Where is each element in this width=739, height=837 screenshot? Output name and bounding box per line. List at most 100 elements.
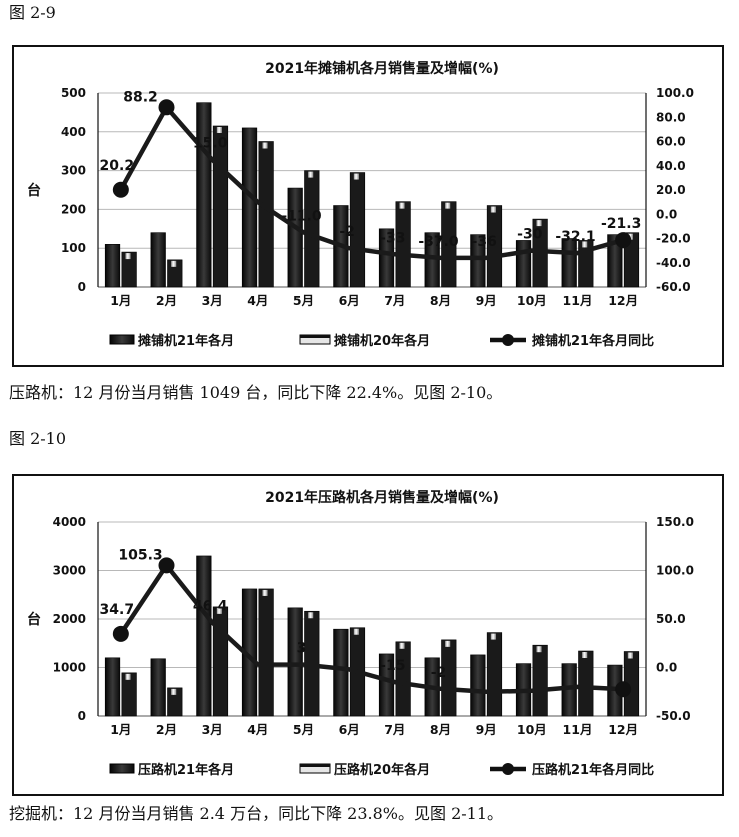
bar-2020 [532,644,548,717]
y2-tick-label: 60.0 [656,135,686,149]
bar-2021 [333,628,349,717]
bar-2020 [349,172,366,288]
y-tick-label: 500 [61,86,86,100]
bar-2021 [561,238,577,288]
legend-swatch-2021 [109,334,135,345]
bar-2020 [486,205,503,288]
figure-caption-2-9: 图 2-9 [9,3,56,22]
roller-chart-svg: 2021年压路机各月销售量及增幅(%) 0 1000 2000 3000 4000 150.… [27,489,694,778]
bar-2021 [470,654,486,717]
yoy-marker [112,181,129,198]
bar-2020 [441,639,457,717]
x-tick-label: 3月 [202,722,223,737]
bar-2020 [121,672,137,717]
legend-label-2020: 压路机20年各月 [334,762,430,778]
x-tick-label: 5月 [293,293,314,308]
x-tick-label: 7月 [384,293,405,308]
yoy-data-label: 88.2 [123,89,158,105]
y-tick-label: 1000 [53,661,86,675]
bar-2021 [104,657,121,717]
x-tick-label: 2月 [156,293,177,308]
bar-2020-highlight [536,220,542,227]
x-tick-label: 7月 [384,722,405,737]
bar-2020-highlight [353,628,359,635]
y-tick-label: 0 [78,709,86,723]
bar-2020 [258,141,274,288]
bar-2020-highlight [125,253,131,260]
x-tick-label: 2月 [156,722,177,737]
legend-line-marker [502,763,514,775]
y2-tick-label: -20.0 [656,232,691,246]
bar-2021 [196,102,212,288]
yoy-marker [158,99,175,116]
bar-2021 [607,234,623,288]
yoy-marker [158,557,175,574]
bar-2020-highlight [490,633,496,640]
x-tick-label: 8月 [430,722,451,737]
bar-2021 [150,658,166,717]
yoy-line [118,563,626,695]
y2-tick-label: 100.0 [656,86,694,100]
bar-2021 [378,228,395,288]
x-tick-label: 3月 [202,293,223,308]
bar-2021 [470,234,486,288]
x-tick-label: 4月 [247,722,268,737]
bar-2020-highlight [582,652,588,659]
bar-2020 [395,641,411,717]
x-tick-label: 1月 [110,722,131,737]
bar-2021 [150,232,166,288]
legend-label-yoy: 摊铺机21年各月同比 [532,333,654,349]
x-tick-label: 6月 [339,293,360,308]
yoy-data-label: -37.0 [418,234,459,250]
yoy-marker [615,232,632,249]
y2-tick-label: -50.0 [656,709,691,723]
yoy-marker [615,681,632,698]
yoy-data-label: 46.4 [193,598,228,614]
yoy-marker [112,625,129,642]
yoy-data-label: 20.2 [100,158,135,174]
y-tick-label: 200 [61,202,86,216]
bar-2020-highlight [627,652,633,659]
bar-2020-highlight [353,173,359,180]
legend-swatch-2020-edge [300,764,330,767]
bar-2020-highlight [308,612,314,619]
chart-title: 2021年压路机各月销售量及增幅(%) [265,489,499,506]
legend-swatch-2021 [109,763,135,774]
figure-caption-2-10: 图 2-10 [9,429,67,448]
yoy-data-label: -33 [380,230,405,246]
bar-2020-highlight [171,688,177,695]
bar-2020-highlight [490,206,496,213]
bar-2020 [486,632,503,717]
legend-label-2021: 压路机21年各月 [138,762,234,778]
x-tick-label: 12月 [608,293,638,308]
bar-2020-highlight [216,607,222,614]
bar-2020 [304,170,320,288]
bar-2020 [441,201,457,288]
x-tick-label: 10月 [517,293,547,308]
y2-tick-label: -60.0 [656,280,691,294]
y2-tick-label: 0.0 [656,207,677,221]
x-tick-label: 8月 [430,293,451,308]
bar-2020-highlight [125,673,131,680]
bar-2020-highlight [536,646,542,653]
bar-2020-highlight [399,642,405,649]
y2-tick-label: 150.0 [656,515,694,529]
y-tick-label: 300 [61,164,86,178]
yoy-data-label: -11.0 [281,208,322,224]
bar-2021 [241,127,258,288]
yoy-data-label: -32.1 [555,229,595,245]
bar-2020-highlight [445,640,451,647]
excavator-summary-paragraph: 挖掘机：12 月份当月销售 2.4 万台，同比下降 23.8%。见图 2-11。 [9,804,504,823]
roller-summary-paragraph: 压路机：12 月份当月销售 1049 台，同比下降 22.4%。见图 2-10。 [9,383,503,402]
y-tick-label: 2000 [53,612,86,626]
x-tick-label: 4月 [247,293,268,308]
chart-title: 2021年摊铺机各月销售量及增幅(%) [265,60,499,77]
yoy-data-label: 34.7 [100,602,135,618]
bar-2020-highlight [171,260,177,267]
yoy-data-label: -2 [431,665,447,681]
x-tick-label: 12月 [608,722,638,737]
bar-2020-highlight [308,171,314,178]
legend-line-marker [502,334,514,346]
bar-2020-highlight [445,202,451,209]
legend-label-2021: 摊铺机21年各月 [138,333,234,349]
